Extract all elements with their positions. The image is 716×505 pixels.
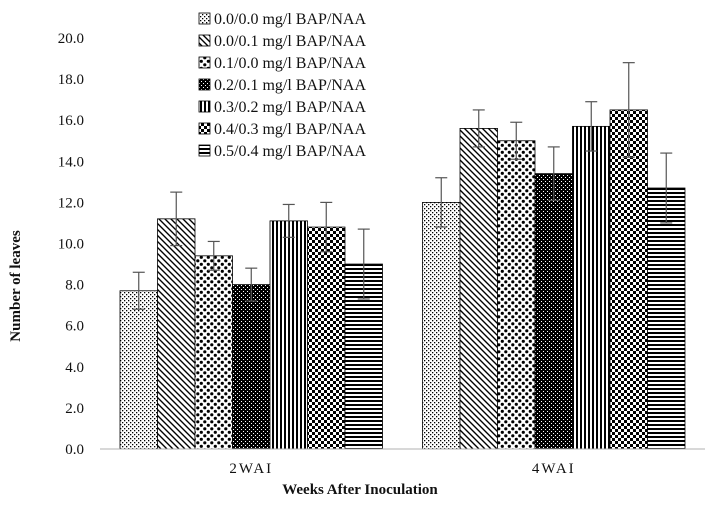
y-tick-label: 10.0 [58, 237, 84, 253]
error-bar [170, 191, 183, 247]
bar [647, 187, 686, 450]
error-bar [622, 62, 635, 158]
legend-swatch [198, 12, 211, 25]
bar [307, 226, 346, 450]
bar [157, 218, 196, 450]
legend-item: 0.0/0.0 mg/l BAP/NAA [198, 11, 366, 28]
error-bar [320, 201, 333, 253]
legend-label: 0.0/0.1 mg/l BAP/NAA [214, 33, 366, 50]
y-axis-ticks: 0.0 2.0 4.0 6.0 8.0 10.0 12.0 14.0 16.0 18.0 20.0 [58, 31, 84, 458]
y-tick-label: 8.0 [65, 278, 84, 294]
y-tick-label: 6.0 [65, 319, 84, 335]
bar [609, 109, 648, 450]
x-tick-label: 2WAI [229, 461, 273, 477]
bar [497, 140, 536, 450]
legend-label: 0.2/0.1 mg/l BAP/NAA [214, 77, 366, 94]
legend: 0.0/0.0 mg/l BAP/NAA 0.0/0.1 mg/l BAP/NAA… [198, 11, 366, 160]
y-axis-title: Number of leaves [8, 230, 24, 342]
bar [232, 284, 271, 450]
error-bar [585, 101, 598, 152]
bar [119, 290, 158, 450]
error-bar [435, 177, 448, 228]
legend-swatch [198, 100, 211, 113]
legend-swatch [198, 122, 211, 135]
legend-item: 0.0/0.1 mg/l BAP/NAA [198, 33, 366, 50]
legend-swatch [198, 78, 211, 91]
error-bar [547, 146, 560, 201]
bar [572, 125, 611, 450]
legend-swatch [198, 34, 211, 47]
error-bar [472, 109, 485, 148]
error-bar [132, 271, 145, 310]
error-bar [357, 228, 370, 300]
legend-item: 0.2/0.1 mg/l BAP/NAA [198, 77, 366, 94]
legend-label: 0.5/0.4 mg/l BAP/NAA [214, 143, 366, 160]
legend-label: 0.1/0.0 mg/l BAP/NAA [214, 55, 366, 72]
y-tick-label: 14.0 [58, 154, 84, 170]
bar [422, 201, 461, 450]
error-bar [282, 203, 295, 238]
error-bar [245, 267, 258, 302]
bar [534, 173, 573, 450]
error-bar [510, 121, 523, 160]
legend-item: 0.4/0.3 mg/l BAP/NAA [198, 121, 366, 138]
legend-item: 0.3/0.2 mg/l BAP/NAA [198, 99, 366, 116]
legend-swatch [198, 144, 211, 157]
bar [194, 255, 233, 450]
bar [269, 220, 308, 450]
x-axis-title: Weeks After Inoculation [282, 482, 438, 498]
legend-label: 0.4/0.3 mg/l BAP/NAA [214, 121, 366, 138]
legend-label: 0.0/0.0 mg/l BAP/NAA [214, 11, 366, 28]
x-axis-category-labels: 2WAI 4WAI [229, 461, 576, 477]
y-tick-label: 2.0 [65, 401, 84, 417]
legend-item: 0.5/0.4 mg/l BAP/NAA [198, 143, 366, 160]
y-tick-label: 0.0 [65, 442, 84, 458]
y-tick-label: 20.0 [58, 31, 84, 47]
legend-item: 0.1/0.0 mg/l BAP/NAA [198, 55, 366, 72]
legend-swatch [198, 56, 211, 69]
y-tick-label: 12.0 [58, 195, 84, 211]
legend-label: 0.3/0.2 mg/l BAP/NAA [214, 99, 366, 116]
error-bar [660, 152, 673, 224]
bar [459, 128, 498, 450]
bars-group [119, 109, 686, 450]
error-bar [207, 240, 220, 271]
error-bars-group [132, 62, 673, 310]
y-tick-label: 18.0 [58, 72, 84, 88]
y-tick-label: 16.0 [58, 113, 84, 129]
y-tick-label: 4.0 [65, 360, 84, 376]
x-tick-label: 4WAI [532, 461, 576, 477]
